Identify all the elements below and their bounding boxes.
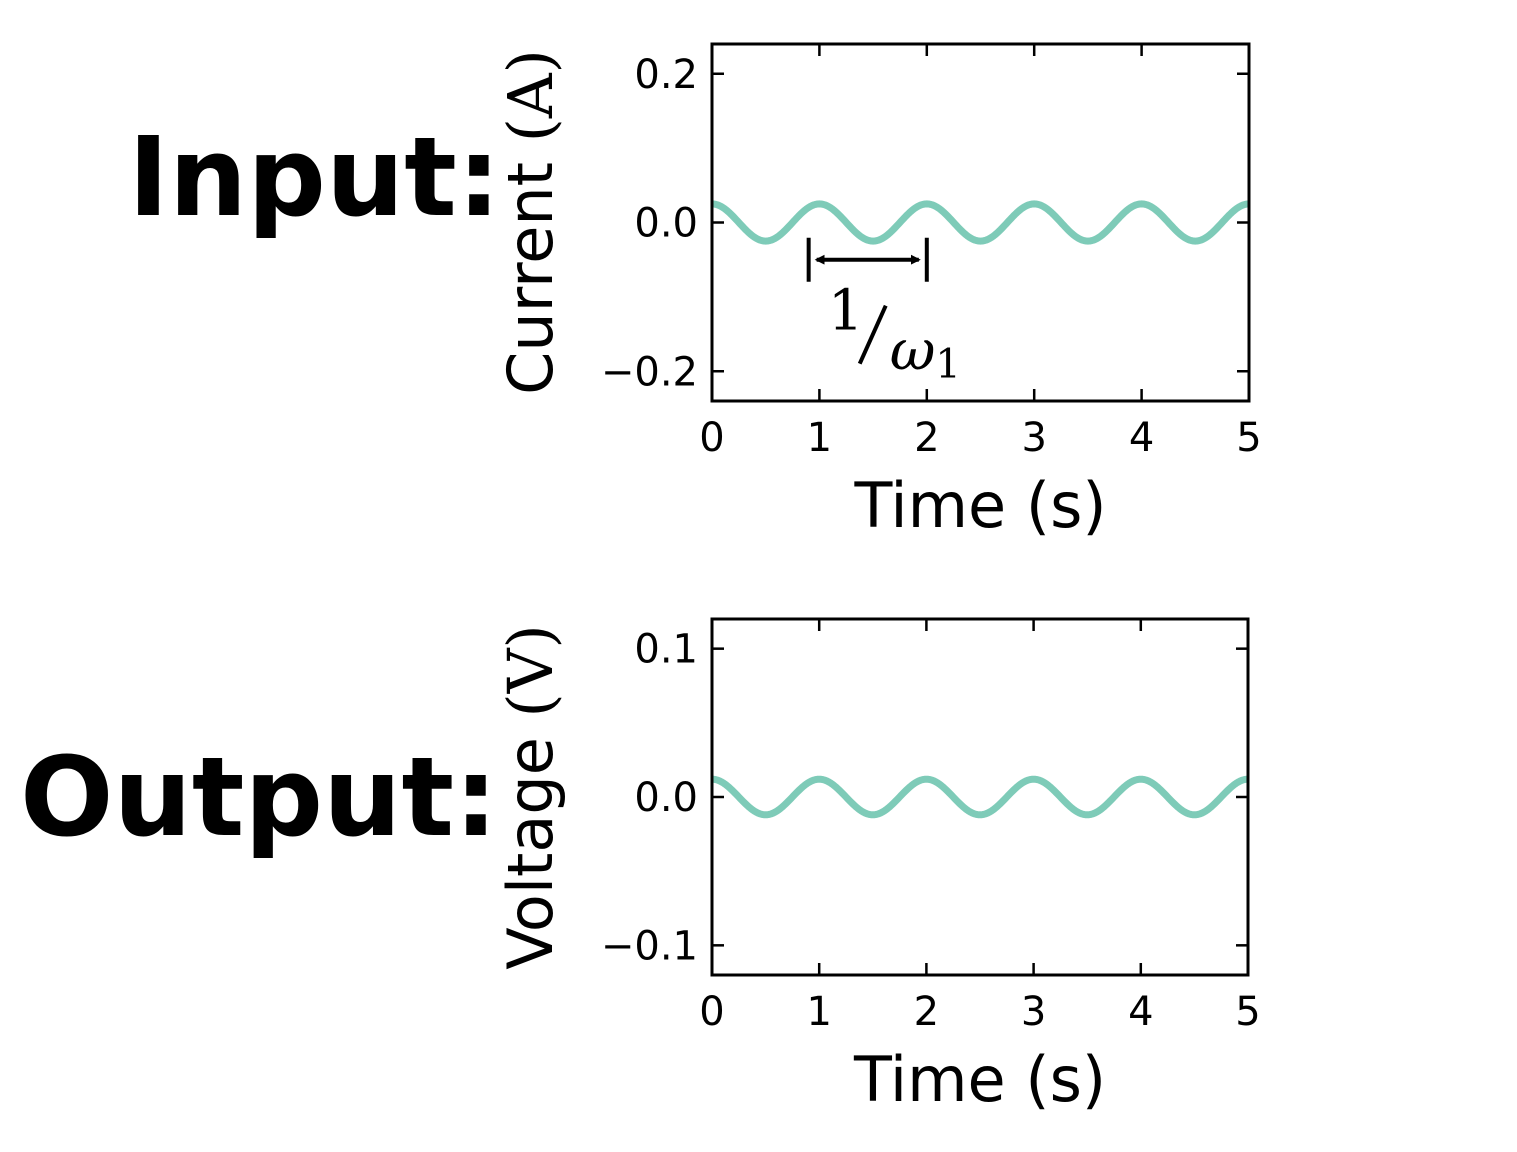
x-tick-label: 1 <box>807 415 832 461</box>
annotation-numerator: 1 <box>828 279 864 344</box>
series-line-0 <box>709 200 1252 245</box>
x-tick-label: 3 <box>1021 989 1046 1035</box>
y-tick-label: 0.0 <box>634 201 698 247</box>
voltage-chart: 0 1 2 3 4 5 0.1 0.0 −0.1 Time (s) Voltage (V) <box>494 617 1261 1116</box>
y-tick-label: 0.0 <box>634 775 698 821</box>
y-axis-unit: (A) <box>494 49 567 142</box>
x-tick-label: 2 <box>914 989 939 1035</box>
x-tick-label: 5 <box>1236 415 1261 461</box>
x-axis-label: Time (s) <box>853 469 1106 542</box>
y-tick-label: 0.2 <box>634 52 698 98</box>
x-tick-label: 4 <box>1128 989 1153 1035</box>
y-axis-quantity: Current <box>494 142 567 395</box>
x-tick-label: 4 <box>1129 415 1154 461</box>
x-axis-label: Time (s) <box>853 1043 1106 1116</box>
series-line-0 <box>709 775 1251 819</box>
annotation-omega: ω <box>890 319 936 384</box>
x-tick-label: 5 <box>1235 989 1260 1035</box>
y-tick-label: −0.2 <box>601 349 698 395</box>
annotation-denominator: ω1 <box>890 319 961 388</box>
x-tick-label: 2 <box>914 415 939 461</box>
y-axis-quantity: Voltage <box>494 717 567 969</box>
y-axis-label: Voltage (V) <box>494 624 567 969</box>
y-tick-label: 0.1 <box>634 627 698 673</box>
x-tick-label: 1 <box>806 989 831 1035</box>
x-tick-label: 0 <box>699 989 724 1035</box>
output-label: Output: <box>20 733 499 861</box>
annotation-fraction-slash <box>857 304 888 365</box>
x-tick-label: 0 <box>699 415 724 461</box>
period-annotation: 1ω1 <box>806 237 961 388</box>
input-label: Input: <box>128 113 501 241</box>
y-axis-label: Current (A) <box>494 49 567 395</box>
annotation-subscript: 1 <box>935 342 960 388</box>
y-tick-label: −0.1 <box>601 923 698 969</box>
x-tick-label: 3 <box>1021 415 1046 461</box>
y-axis-unit: (V) <box>494 624 567 717</box>
